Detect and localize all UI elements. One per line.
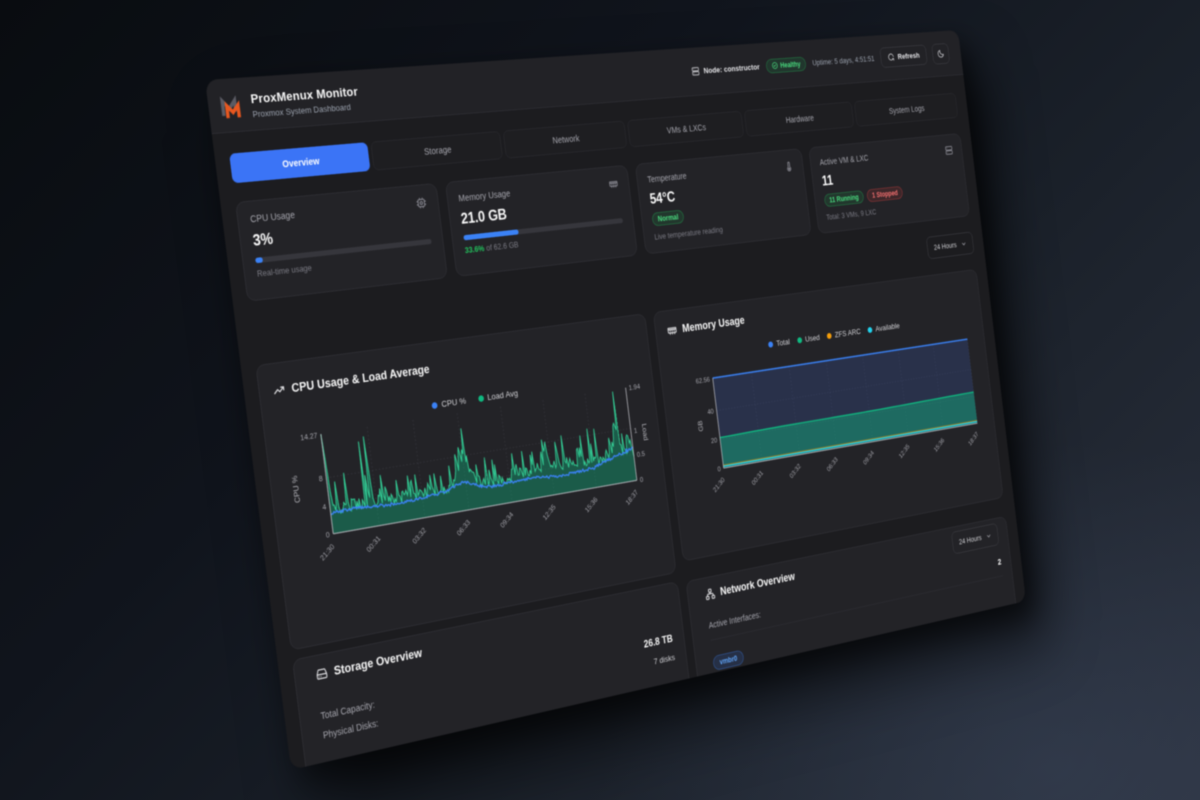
svg-text:0: 0 <box>717 465 721 474</box>
svg-text:1: 1 <box>633 426 637 435</box>
svg-text:40: 40 <box>707 407 714 416</box>
svg-text:03:32: 03:32 <box>788 462 802 480</box>
svg-text:15:36: 15:36 <box>933 436 946 453</box>
svg-text:8: 8 <box>318 474 323 484</box>
svg-text:12:35: 12:35 <box>541 503 557 522</box>
svg-text:CPU %: CPU % <box>290 474 302 503</box>
svg-text:15:36: 15:36 <box>583 495 599 514</box>
svg-text:0.5: 0.5 <box>636 449 645 459</box>
svg-text:0: 0 <box>639 475 643 484</box>
svg-text:03:32: 03:32 <box>411 526 428 546</box>
svg-text:09:34: 09:34 <box>862 448 876 466</box>
svg-text:20: 20 <box>711 436 718 445</box>
svg-text:Load: Load <box>640 423 650 442</box>
svg-text:4: 4 <box>322 502 328 512</box>
svg-text:14.27: 14.27 <box>300 431 318 443</box>
svg-text:06:33: 06:33 <box>455 518 472 538</box>
svg-text:00:31: 00:31 <box>365 534 382 554</box>
svg-text:0: 0 <box>325 530 330 540</box>
svg-text:18:37: 18:37 <box>624 488 639 507</box>
svg-text:62.56: 62.56 <box>695 375 710 385</box>
svg-text:00:31: 00:31 <box>750 469 764 487</box>
svg-text:GB: GB <box>696 420 705 432</box>
svg-text:1.94: 1.94 <box>628 382 641 392</box>
svg-text:09:34: 09:34 <box>499 510 516 530</box>
svg-text:12:35: 12:35 <box>898 443 911 460</box>
svg-text:18:37: 18:37 <box>967 430 980 447</box>
svg-text:21:30: 21:30 <box>712 476 727 494</box>
svg-text:06:33: 06:33 <box>825 455 839 473</box>
svg-text:21:30: 21:30 <box>318 542 336 562</box>
